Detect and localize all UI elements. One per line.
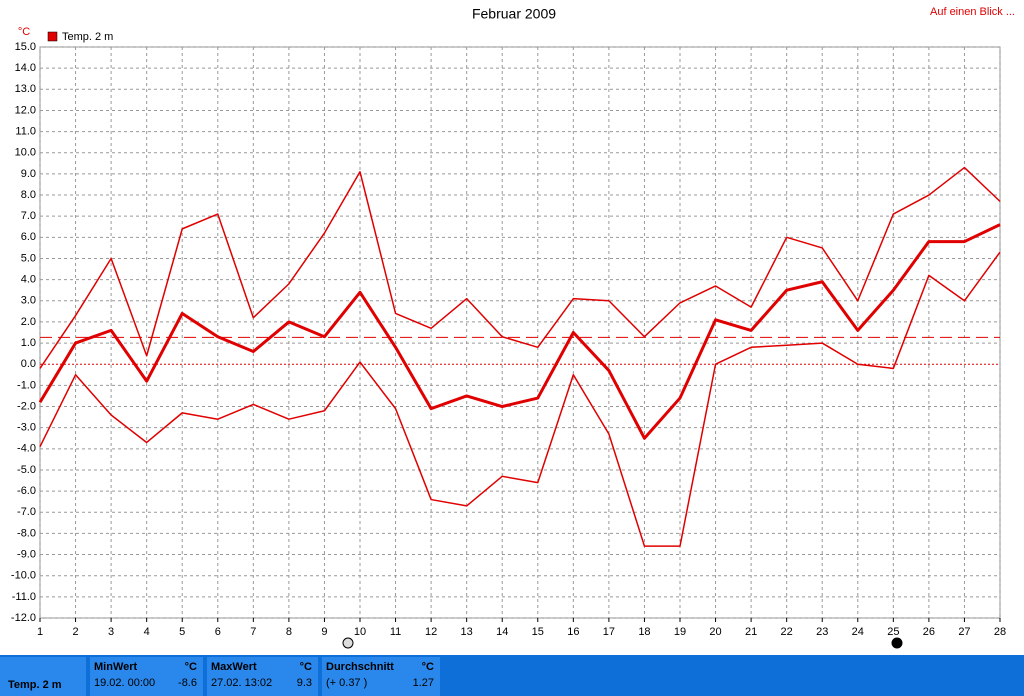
y-tick-label: -1.0 [17, 379, 36, 391]
x-tick-label: 22 [781, 626, 793, 638]
cell-value: 9.3 [296, 677, 312, 689]
moon-icon [342, 637, 354, 649]
y-tick-label: -6.0 [17, 485, 36, 497]
x-tick-label: 14 [496, 626, 508, 638]
x-tick-label: 11 [390, 626, 401, 638]
x-tick-label: 10 [354, 626, 366, 638]
x-tick-label: 15 [532, 626, 544, 638]
y-tick-label: 7.0 [21, 210, 36, 222]
cell-title: Durchschnitt [326, 661, 394, 673]
moon-icon [891, 637, 903, 649]
y-tick-label: -5.0 [17, 464, 36, 476]
y-tick-label: 9.0 [21, 168, 36, 180]
series-line [38, 223, 1001, 440]
link[interactable]: Auf einen Blick ... [930, 6, 1015, 18]
y-tick-label: -10.0 [11, 570, 36, 582]
cell-value: -8.6 [178, 677, 197, 689]
y-tick-label: 1.0 [21, 337, 36, 349]
y-tick-label: -2.0 [17, 400, 36, 412]
plot-frame [39, 46, 1001, 619]
x-tick-label: 20 [709, 626, 721, 638]
footer-name: Temp. 2 m [8, 679, 62, 691]
y-tick-label: 6.0 [21, 231, 36, 243]
x-tick-label: 4 [144, 626, 150, 638]
cell-value: 1.27 [412, 677, 434, 689]
y-tick-label: 5.0 [21, 252, 36, 264]
y-tick-label: 2.0 [21, 316, 36, 328]
y-tick-label: 14.0 [15, 62, 36, 74]
series-line [39, 166, 1001, 369]
y-tick-label: -7.0 [17, 506, 36, 518]
x-tick-label: 8 [286, 626, 292, 638]
x-tick-label: 17 [603, 626, 615, 638]
cell-time: 19.02. 00:00 [94, 677, 156, 689]
x-tick-label: 5 [179, 626, 185, 638]
chart: Februar 2009 Auf einen Blick ... °C Temp… [11, 6, 1015, 649]
y-tick-label: 8.0 [21, 189, 36, 201]
y-tick-label: -8.0 [17, 527, 36, 539]
x-tick-label: 3 [108, 626, 114, 638]
footer-cell: Durchschnitt °C (+ 0.37 ) 1.27 [322, 657, 440, 696]
x-tick-label: 16 [567, 626, 579, 638]
y-tick-label: -9.0 [17, 548, 36, 560]
x-tick-label: 7 [250, 626, 256, 638]
cell-title: MinWert [94, 661, 138, 673]
x-tick-label: 23 [816, 626, 828, 638]
y-tick-label: 0.0 [21, 358, 36, 370]
y-tick-label: 10.0 [15, 147, 36, 159]
footer-cell: MinWert °C 19.02. 00:00 -8.6 [90, 657, 203, 696]
x-tick-label: 28 [994, 626, 1006, 638]
x-tick-label: 2 [72, 626, 78, 638]
legend-swatch [47, 31, 58, 42]
cell-unit: °C [184, 661, 197, 673]
legend-label: Temp. 2 m [62, 31, 113, 43]
cell-title: MaxWert [211, 661, 257, 673]
x-tick-label: 27 [958, 626, 970, 638]
x-tick-label: 18 [638, 626, 650, 638]
cell-time: (+ 0.37 ) [326, 677, 368, 689]
cell-unit: °C [421, 661, 434, 673]
y-tick-label: 12.0 [15, 104, 36, 116]
x-tick-label: 1 [37, 626, 43, 638]
y-tick-label: 3.0 [21, 295, 36, 307]
x-tick-label: 12 [425, 626, 437, 638]
x-tick-label: 24 [852, 626, 864, 638]
series-line [39, 251, 1001, 547]
x-tick-label: 19 [674, 626, 686, 638]
x-tick-label: 13 [461, 626, 473, 638]
x-tick-label: 26 [923, 626, 935, 638]
x-tick-label: 6 [215, 626, 221, 638]
cell-time: 27.02. 13:02 [211, 677, 273, 689]
x-tick-label: 21 [745, 626, 757, 638]
x-tick-label: 9 [321, 626, 327, 638]
x-tick-label: 25 [887, 626, 899, 638]
y-tick-label: -12.0 [11, 612, 36, 624]
y-tick-label: 13.0 [15, 83, 36, 95]
y-tick-label: 4.0 [21, 274, 36, 286]
y-tick-label: -11.0 [12, 591, 36, 603]
cell-unit: °C [299, 661, 312, 673]
footer-name-cell: Temp. 2 m [0, 657, 86, 696]
y-axis-label: °C [18, 26, 30, 38]
y-tick-label: -4.0 [17, 443, 36, 455]
y-tick-label: 15.0 [15, 41, 36, 53]
y-tick-label: 11.0 [15, 125, 36, 137]
chart-title: Februar 2009 [472, 6, 556, 22]
footer-cell: MaxWert °C 27.02. 13:02 9.3 [207, 657, 318, 696]
y-tick-label: -3.0 [17, 422, 36, 434]
footer: Temp. 2 m MinWert °C 19.02. 00:00 -8.6 MaxWe… [0, 655, 1024, 696]
